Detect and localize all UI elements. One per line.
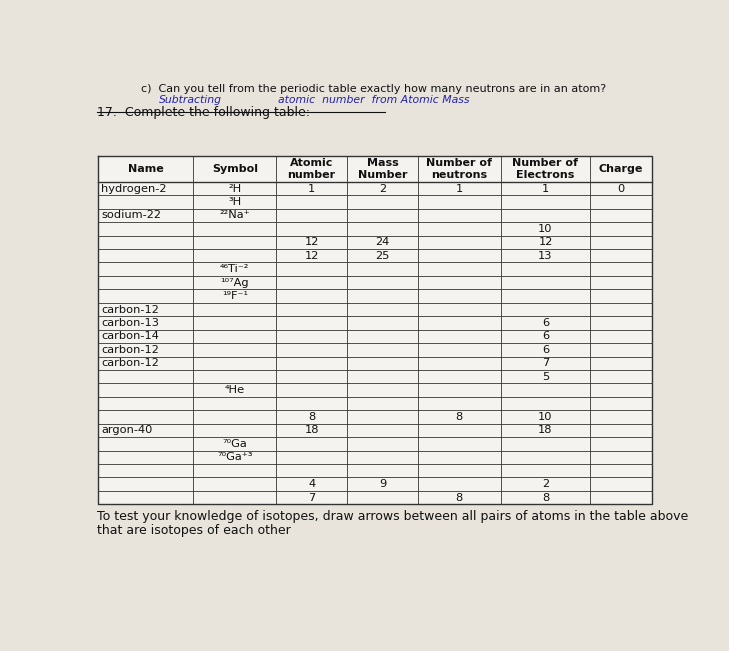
Text: Subtracting: Subtracting xyxy=(159,95,222,105)
Text: 10: 10 xyxy=(538,224,553,234)
Text: carbon-13: carbon-13 xyxy=(101,318,160,328)
Text: Name: Name xyxy=(128,164,163,174)
Text: 8: 8 xyxy=(542,493,549,503)
Text: 7: 7 xyxy=(308,493,316,503)
Text: atomic  number  from Atomic Mass: atomic number from Atomic Mass xyxy=(278,95,469,105)
Text: ³H: ³H xyxy=(228,197,241,207)
Text: 1: 1 xyxy=(456,184,463,193)
Text: ¹⁹F⁻¹: ¹⁹F⁻¹ xyxy=(222,291,248,301)
Text: ⁴⁶Ti⁻²: ⁴⁶Ti⁻² xyxy=(220,264,249,274)
Text: carbon-14: carbon-14 xyxy=(101,331,159,341)
Text: ¹⁰⁷Ag: ¹⁰⁷Ag xyxy=(220,277,249,288)
Text: ⁴He: ⁴He xyxy=(225,385,245,395)
FancyBboxPatch shape xyxy=(98,156,652,505)
Text: 1: 1 xyxy=(542,184,549,193)
Text: ²²Na⁺: ²²Na⁺ xyxy=(219,210,250,221)
Text: 17.  Complete the following table:: 17. Complete the following table: xyxy=(97,106,310,119)
Text: 24: 24 xyxy=(375,238,389,247)
Text: 2: 2 xyxy=(542,479,549,489)
Text: Symbol: Symbol xyxy=(212,164,258,174)
Text: 25: 25 xyxy=(375,251,389,261)
Text: 7: 7 xyxy=(542,358,549,368)
Text: 12: 12 xyxy=(538,238,553,247)
Text: sodium-22: sodium-22 xyxy=(101,210,161,221)
Text: 9: 9 xyxy=(379,479,386,489)
Text: 6: 6 xyxy=(542,345,549,355)
Text: 5: 5 xyxy=(542,372,549,381)
Text: 8: 8 xyxy=(308,412,316,422)
Text: 6: 6 xyxy=(542,331,549,341)
Text: ²H: ²H xyxy=(228,184,241,193)
Text: 8: 8 xyxy=(456,412,463,422)
Text: that are isotopes of each other: that are isotopes of each other xyxy=(97,524,291,537)
Text: 8: 8 xyxy=(456,493,463,503)
Text: 18: 18 xyxy=(538,425,553,436)
Text: carbon-12: carbon-12 xyxy=(101,305,159,314)
Text: carbon-12: carbon-12 xyxy=(101,358,159,368)
Text: 12: 12 xyxy=(305,238,319,247)
Text: Charge: Charge xyxy=(599,164,643,174)
Text: 13: 13 xyxy=(538,251,553,261)
Text: 0: 0 xyxy=(617,184,625,193)
Text: Atomic
number: Atomic number xyxy=(288,158,336,180)
Text: 4: 4 xyxy=(308,479,315,489)
Text: 1: 1 xyxy=(308,184,316,193)
Text: ⁷⁰Ga: ⁷⁰Ga xyxy=(222,439,247,449)
Text: c)  Can you tell from the periodic table exactly how many neutrons are in an ato: c) Can you tell from the periodic table … xyxy=(141,84,607,94)
Text: Number of
neutrons: Number of neutrons xyxy=(426,158,492,180)
Text: argon-40: argon-40 xyxy=(101,425,152,436)
Text: 10: 10 xyxy=(538,412,553,422)
Text: Number of
Electrons: Number of Electrons xyxy=(512,158,578,180)
Text: 18: 18 xyxy=(305,425,319,436)
Text: 6: 6 xyxy=(542,318,549,328)
Text: 2: 2 xyxy=(379,184,386,193)
Text: Mass
Number: Mass Number xyxy=(358,158,408,180)
Text: hydrogen-2: hydrogen-2 xyxy=(101,184,167,193)
Text: ⁷⁰Ga⁺³: ⁷⁰Ga⁺³ xyxy=(217,452,252,462)
Text: To test your knowledge of isotopes, draw arrows between all pairs of atoms in th: To test your knowledge of isotopes, draw… xyxy=(97,510,688,523)
Text: 12: 12 xyxy=(305,251,319,261)
Text: carbon-12: carbon-12 xyxy=(101,345,159,355)
